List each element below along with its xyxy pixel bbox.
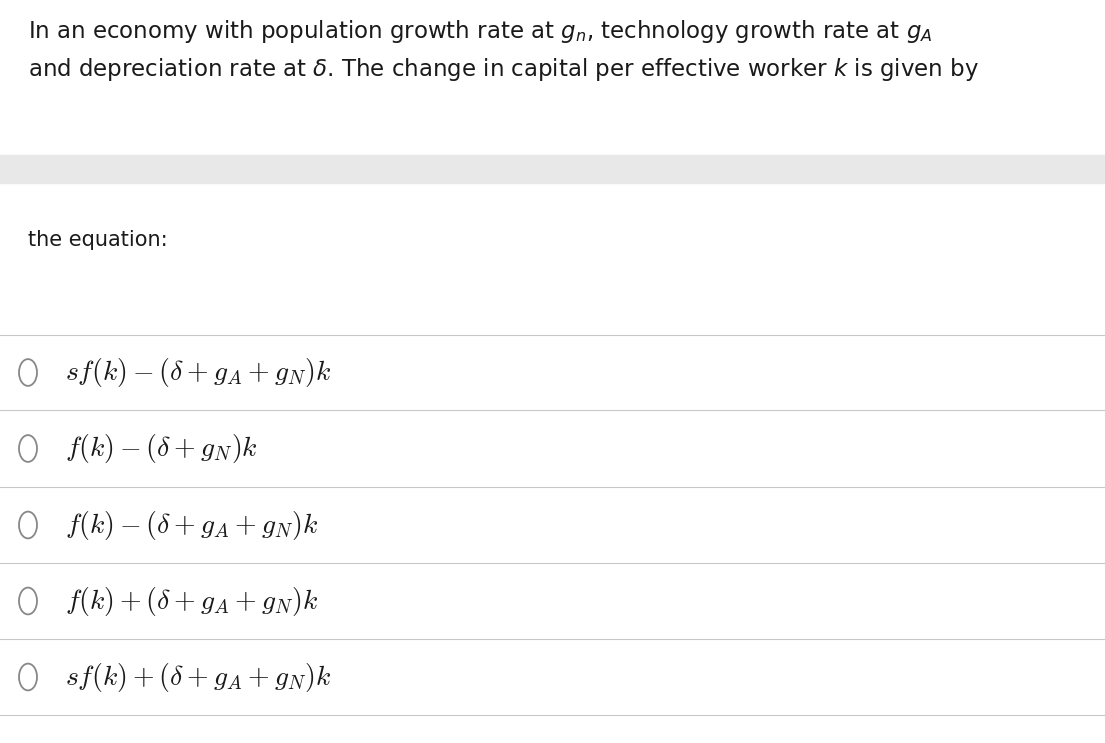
Text: $sf(k) + (\delta + g_A + g_N)k$: $sf(k) + (\delta + g_A + g_N)k$ (65, 661, 332, 693)
Text: In an economy with population growth rate at $g_n$, technology growth rate at $g: In an economy with population growth rat… (28, 18, 933, 45)
Text: $f(k) - (\delta + g_N)k$: $f(k) - (\delta + g_N)k$ (65, 432, 257, 465)
Text: $f(k) + (\delta + g_A + g_N)k$: $f(k) + (\delta + g_A + g_N)k$ (65, 585, 318, 617)
Text: the equation:: the equation: (28, 230, 168, 250)
Text: $sf(k) - (\delta + g_A + g_N)k$: $sf(k) - (\delta + g_A + g_N)k$ (65, 356, 332, 389)
Text: $f(k) - (\delta + g_A + g_N)k$: $f(k) - (\delta + g_A + g_N)k$ (65, 508, 318, 542)
Bar (0, 155, 1105, 183)
Text: and depreciation rate at $\delta$. The change in capital per effective worker $\: and depreciation rate at $\delta$. The c… (28, 56, 979, 83)
